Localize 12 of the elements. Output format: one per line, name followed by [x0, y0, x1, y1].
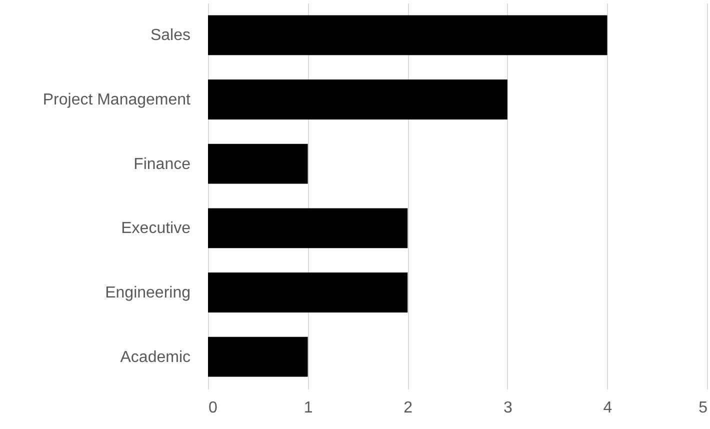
y-tick-label: Finance	[134, 156, 191, 173]
x-tick-label: 4	[603, 400, 612, 416]
x-tick-label: 0	[208, 400, 218, 416]
x-tick-label: 3	[503, 400, 512, 416]
y-tick-label: Executive	[121, 220, 191, 238]
y-tick-label: Sales	[150, 27, 190, 44]
y-tick-label: Academic	[120, 348, 190, 366]
x-tick-label: 2	[404, 400, 413, 416]
y-tick-label: Project Management	[42, 92, 192, 108]
x-tick-label: 1	[304, 400, 313, 416]
y-tick-label: Engineering	[105, 284, 190, 302]
x-tick-label: 5	[698, 400, 708, 416]
